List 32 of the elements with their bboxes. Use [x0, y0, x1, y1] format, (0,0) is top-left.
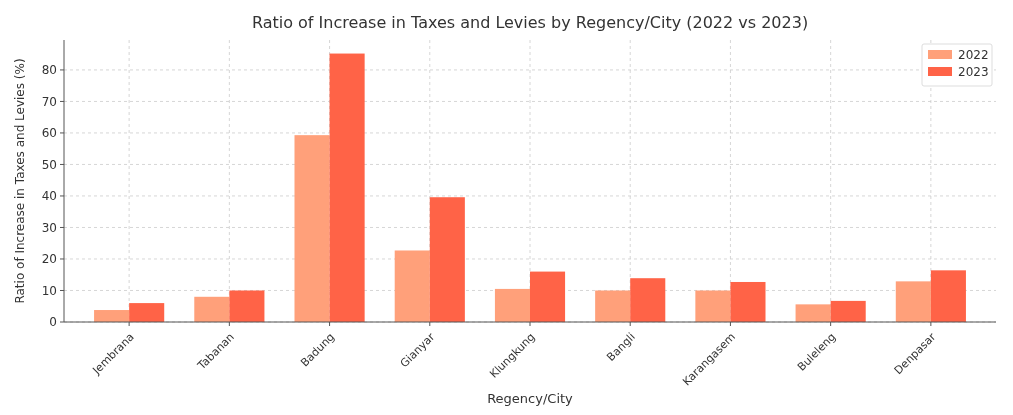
bar [129, 303, 165, 322]
chart-title: Ratio of Increase in Taxes and Levies by Regency/City (2022 vs 2023) [251, 13, 809, 32]
y-tick-label: 20 [41, 252, 57, 267]
bar [895, 281, 931, 322]
bar [229, 290, 265, 322]
y-axis-title: Ratio of Increase in Taxes and Levies (%) [13, 58, 27, 304]
bar [294, 135, 330, 322]
x-axis-title: Regency/City [487, 391, 574, 406]
y-tick-label: 50 [41, 157, 57, 172]
bar [630, 278, 666, 322]
y-tick-label: 10 [41, 283, 57, 298]
y-tick-label: 60 [41, 126, 57, 141]
bar [695, 290, 731, 322]
y-tick-label: 0 [49, 315, 57, 330]
bar [429, 197, 465, 322]
y-tick-label: 40 [41, 189, 57, 204]
bar [530, 271, 566, 322]
bar [830, 300, 866, 322]
bar [795, 304, 831, 322]
bar [494, 288, 530, 322]
y-tick-label: 80 [41, 63, 57, 78]
y-tick-label: 30 [41, 220, 57, 235]
y-tick-label: 70 [41, 94, 57, 109]
bar [194, 296, 230, 322]
bar [329, 53, 365, 322]
legend-label: 2022 [958, 48, 989, 63]
bar [595, 290, 631, 322]
bar [94, 310, 130, 322]
bar [930, 270, 966, 322]
bar [730, 281, 766, 322]
bar [394, 250, 430, 322]
legend-label: 2023 [958, 65, 989, 80]
